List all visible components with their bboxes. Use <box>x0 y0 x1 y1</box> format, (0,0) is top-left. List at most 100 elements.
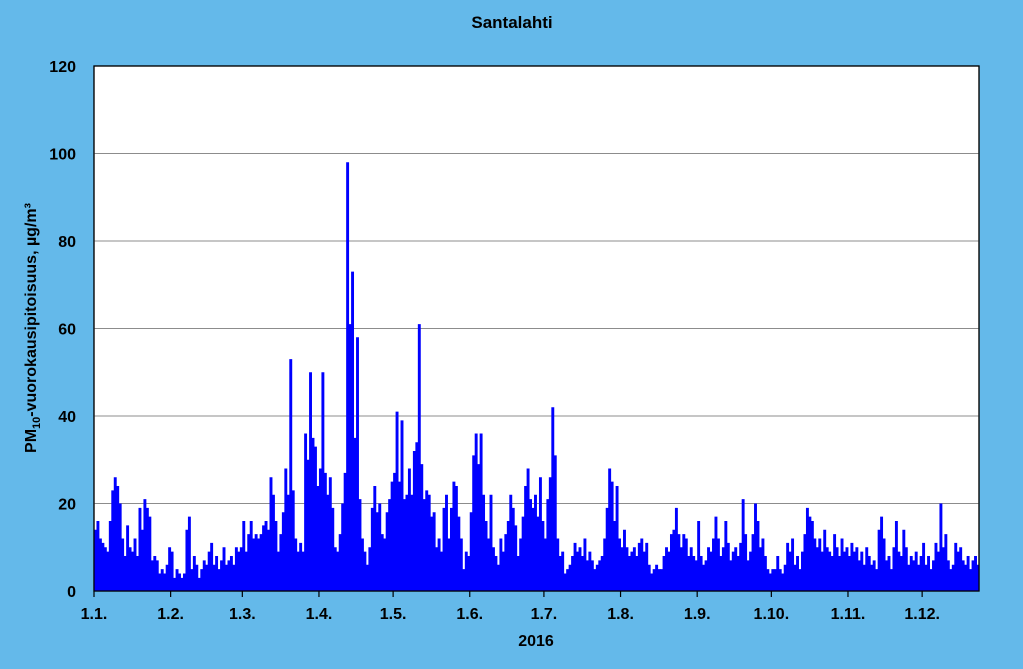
data-bar <box>98 538 102 591</box>
data-bar <box>892 547 896 591</box>
data-bar <box>820 551 824 592</box>
data-bar <box>917 564 921 591</box>
data-bar <box>801 551 804 592</box>
data-bar <box>877 529 881 591</box>
data-bar <box>514 525 518 592</box>
data-bar <box>667 551 671 592</box>
data-bar <box>407 468 411 591</box>
data-bar <box>573 542 577 592</box>
data-bar <box>734 547 738 591</box>
data-bar <box>966 556 970 591</box>
data-bar <box>595 564 599 591</box>
data-bar <box>951 564 955 591</box>
data-bar <box>281 512 285 591</box>
data-bar <box>262 525 266 592</box>
data-bar <box>207 551 211 592</box>
data-bar <box>922 542 926 592</box>
data-bar <box>212 564 216 591</box>
data-bar <box>318 468 322 591</box>
x-tick-label: 1.4. <box>306 606 333 623</box>
data-bar <box>487 538 490 591</box>
data-bar <box>805 507 809 592</box>
y-axis-label-sub: 10 <box>31 417 43 429</box>
data-bar <box>108 521 112 591</box>
data-bar <box>887 556 891 591</box>
data-bar <box>852 551 856 592</box>
data-bar <box>173 577 177 592</box>
data-bar <box>331 507 335 592</box>
data-bar <box>902 529 906 591</box>
data-bar <box>749 551 753 592</box>
data-bar <box>964 564 968 591</box>
data-bar <box>479 433 483 591</box>
data-bar <box>205 564 209 591</box>
data-bar <box>242 521 246 591</box>
data-bar <box>880 516 884 592</box>
data-bar <box>914 551 918 592</box>
data-bar <box>220 560 223 592</box>
data-bar <box>818 538 822 591</box>
data-bar <box>652 569 656 592</box>
x-tick-label: 1.9. <box>684 606 711 623</box>
data-bar <box>410 494 414 591</box>
data-bar <box>825 547 829 591</box>
data-bar <box>803 534 807 592</box>
data-bar <box>815 547 819 591</box>
data-bar <box>746 560 750 592</box>
data-bar <box>449 507 453 592</box>
data-bar <box>474 433 478 591</box>
data-bar <box>336 551 340 592</box>
data-bar <box>529 499 532 592</box>
data-bar <box>768 573 772 591</box>
data-bar <box>499 538 503 591</box>
data-bar <box>306 459 310 591</box>
data-bar <box>348 324 352 592</box>
data-bar <box>160 569 164 592</box>
x-tick-label: 1.2. <box>157 606 184 623</box>
y-tick-label: 80 <box>58 234 76 251</box>
data-bar <box>346 162 350 591</box>
data-bar <box>217 569 221 592</box>
data-bar <box>405 494 409 591</box>
data-bar <box>101 542 105 592</box>
y-tick-label: 60 <box>58 322 76 339</box>
data-bar <box>489 494 493 591</box>
data-bar <box>563 573 567 591</box>
data-bar <box>442 507 446 592</box>
data-bar <box>847 556 851 591</box>
data-bar <box>185 529 189 591</box>
data-bar <box>267 529 270 591</box>
data-bar <box>351 271 355 592</box>
data-bar <box>113 477 117 591</box>
data-bar <box>403 499 406 592</box>
data-bar <box>620 547 624 591</box>
data-bar <box>850 542 854 592</box>
data-bar <box>148 516 152 592</box>
data-bar <box>660 569 664 592</box>
data-bar <box>521 516 525 592</box>
data-bar <box>163 573 167 591</box>
data-bar <box>882 538 886 591</box>
data-bar <box>712 538 715 591</box>
data-bar <box>647 564 651 591</box>
data-bar <box>971 560 975 592</box>
data-bar <box>353 437 357 592</box>
data-bar <box>472 455 476 592</box>
data-bar <box>328 477 332 591</box>
data-bar <box>150 560 154 592</box>
data-bar <box>368 547 372 591</box>
data-bar <box>783 564 787 591</box>
data-bar <box>462 569 466 592</box>
data-bar <box>454 486 458 591</box>
data-bar <box>341 503 345 591</box>
y-tick-label: 100 <box>49 147 76 164</box>
data-bar <box>501 551 505 592</box>
data-bar <box>954 542 958 592</box>
data-bar <box>556 538 560 591</box>
data-bar <box>234 547 238 591</box>
data-bar <box>200 569 204 592</box>
data-bar <box>830 556 834 591</box>
data-bar <box>296 551 300 592</box>
data-bar <box>469 512 473 591</box>
